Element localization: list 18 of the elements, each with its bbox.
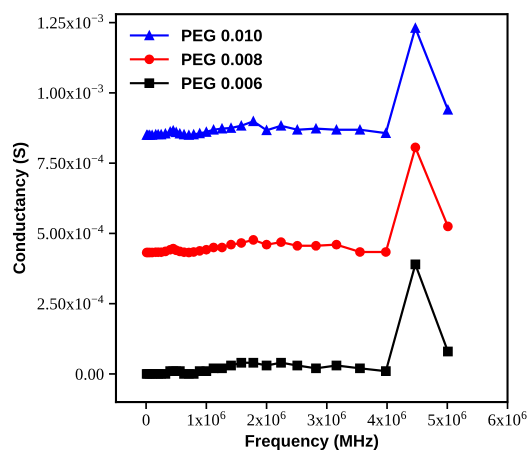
x-tick-label: 6x10$^{6}$ — [488, 411, 527, 426]
x-axis-title: Frequency (MHz) — [246, 434, 378, 450]
x-tick-label: 0 — [142, 414, 150, 426]
y-tick-label: 0.00 — [76, 368, 104, 380]
legend-label: PEG 0.010 — [182, 30, 262, 42]
y-tick-label: 7.50x10$^{−4}$ — [38, 154, 104, 170]
y-tick-label: 1.00x10$^{−3}$ — [38, 84, 104, 99]
x-tick-label: 4x10$^{6}$ — [367, 411, 406, 426]
y-tick-label: 5.00x10$^{−4}$ — [38, 225, 104, 240]
y-tick-label: 2.50x10$^{−4}$ — [38, 295, 104, 310]
y-axis-title: Conductancy (S) — [12, 142, 29, 274]
x-tick-label: 5x10$^{6}$ — [428, 411, 466, 426]
x-tick-label: 3x10$^{6}$ — [308, 411, 346, 426]
y-tick-label: 1.25x10$^{−3}$ — [38, 14, 104, 29]
legend-label: PEG 0.008 — [182, 54, 262, 66]
legend-label: PEG 0.006 — [182, 77, 262, 90]
x-tick-label: 1x10$^{6}$ — [188, 411, 226, 426]
x-tick-label: 2x10$^{6}$ — [247, 411, 286, 426]
